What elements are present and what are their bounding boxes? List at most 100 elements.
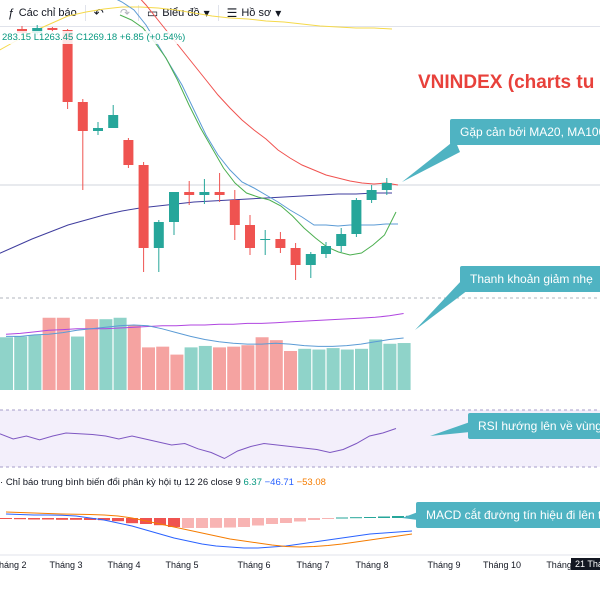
date-axis-label: Tháng 7 [296,560,330,570]
toolbar: ƒ Các chỉ báo ↶ ↷ ▭ Biểu đồ ▾ ☰ Hồ sơ ▾ [0,0,600,27]
macd-histogram-bar [42,518,54,520]
macd-histogram-bar [0,518,12,519]
volume-bar [0,337,13,390]
candle-body [305,254,316,265]
volume-bar [227,346,241,390]
macd-legend-label: Chỉ báo trung bình biến đổi phân kỳ hội … [5,477,241,488]
callout-pointer-rsi [430,422,470,436]
candle-body [108,115,119,128]
candle-body [366,190,377,200]
date-axis-label: Tháng 8 [355,560,389,570]
indicators-icon: ƒ [8,6,15,20]
undo-button[interactable]: ↶ [86,0,112,26]
candle-body [260,239,271,240]
volume-ma-purple-line [5,313,404,335]
candle-body [229,200,240,225]
undo-icon: ↶ [93,6,104,20]
volume-bar [269,340,283,390]
date-axis-label: Tháng 9 [427,560,461,570]
candle-body [381,183,392,190]
profile-menu-label: Hồ sơ [241,7,272,19]
volume-bar [42,317,56,390]
macd-pane [0,511,418,549]
chevron-down-icon: ▾ [203,6,210,20]
chart-title: VNINDEX (charts tu [418,72,595,93]
candle-body [351,200,362,234]
volume-bar [383,343,397,390]
ma-navy-line [0,192,392,254]
macd-histogram-bar [224,518,236,528]
volume-bar [184,347,198,390]
macd-histogram-bar [238,518,250,527]
callout-pointer-macd [402,512,418,520]
volume-bar [14,336,28,390]
volume-bar [397,343,411,390]
macd-histogram-bar [14,518,26,520]
macd-histogram-bar [280,518,292,523]
toolbar-divider [137,5,139,21]
candle-body [336,234,347,246]
macd-histogram-bar [364,517,376,518]
date-axis: Tháng 2 Tháng 3 Tháng 4 Tháng 5 Tháng 6 Tháng… [0,556,600,574]
macd-histogram-bar [336,517,348,519]
volume-pane [0,313,411,390]
volume-bar [355,348,368,390]
volume-bar [255,337,269,390]
toolbar-divider [217,5,219,21]
callout-macd: MACD cắt đường tín hiệu đi lên t [416,502,600,528]
candle-body [123,140,134,165]
date-axis-label: Tháng 6 [237,560,271,570]
macd-line [5,513,413,549]
indicators-label: Các chỉ báo [18,7,77,19]
macd-histogram-bar [350,517,362,519]
candle-body [62,30,73,102]
volume-bar [326,348,340,390]
callout-rsi: RSI hướng lên về vùng [468,413,600,439]
volume-bar [99,319,113,390]
volume-bar [284,350,297,390]
macd-signal-value: −53.08 [296,477,326,488]
candle-body [138,165,149,248]
macd-histogram-bar [112,518,124,522]
candle-body [214,192,225,195]
candle-body [199,192,210,195]
date-axis-label: Tháng 4 [107,560,141,570]
date-axis-label: Tháng 10 [482,560,522,570]
volume-bar [241,345,255,390]
callout-pointer-liquidity [415,280,468,330]
macd-histogram-bar [70,518,82,520]
candle-body [321,246,331,254]
macd-histogram-bar [266,518,278,524]
candle-body [93,128,103,131]
macd-histogram-bar [168,518,180,527]
volume-bar [312,349,326,390]
indicators-button[interactable]: ƒ Các chỉ báo [0,0,85,26]
candle-body [275,239,286,248]
macd-histogram-bar [84,518,96,520]
candle-body [47,28,58,30]
date-axis-label: Tháng 5 [165,560,199,570]
ohlc-readout: 283.15 L1263.45 C1269.18 +6.85 (+0.54%) [0,31,188,44]
macd-histogram-bar [392,516,404,518]
profile-icon: ☰ [226,6,238,20]
profile-menu-button[interactable]: ☰ Hồ sơ ▾ [219,0,290,26]
macd-histogram-bar [378,516,390,518]
candle-body [245,225,255,248]
volume-ma-blue-line [6,324,404,347]
volume-bar [213,347,226,390]
macd-line-value: −46.71 [264,477,294,488]
price-pane [0,0,399,280]
candle-body [153,222,164,248]
macd-histogram-bar [294,518,306,522]
volume-bar [156,346,170,390]
macd-legend-dots: · [0,477,6,488]
volume-bar [28,335,42,390]
redo-button[interactable]: ↷ [112,0,138,26]
macd-histogram-bar [252,518,264,526]
ma-blue-line [116,0,398,227]
toolbar-divider [84,5,86,21]
rsi-pane [0,428,397,460]
callout-liquidity: Thanh khoản giảm nhẹ [460,266,600,292]
volume-bar [142,347,155,390]
